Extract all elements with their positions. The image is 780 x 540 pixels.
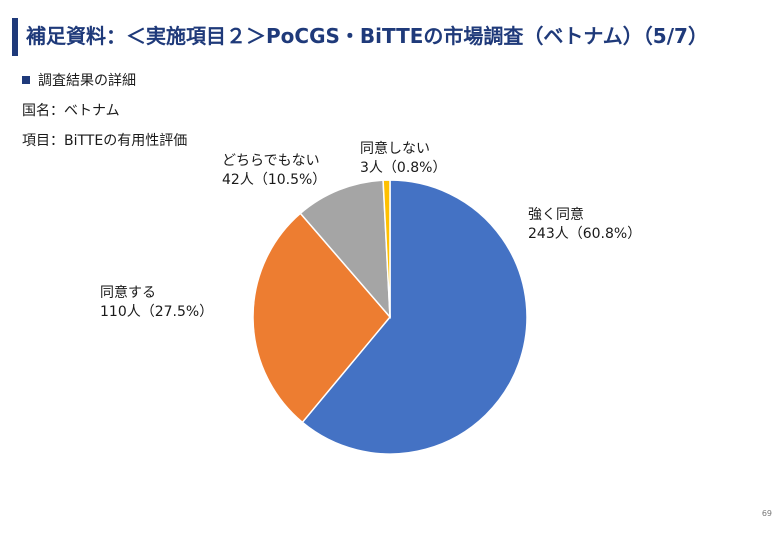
square-bullet-icon bbox=[22, 76, 30, 84]
section-heading-label: 調査結果の詳細 bbox=[38, 73, 136, 89]
slice-label-count: 3人（0.8%） bbox=[360, 160, 447, 176]
pie-slice-0 bbox=[301, 179, 528, 455]
slice-label-agree: 同意する 110人（27.5%） bbox=[100, 284, 213, 322]
slice-label-disagree: 同意しない 3人（0.8%） bbox=[360, 140, 446, 178]
pie-slice-1 bbox=[252, 212, 391, 424]
slice-label-count: 110人（27.5%） bbox=[100, 304, 214, 320]
item-label: 項目：BiTTEの有用性評価 bbox=[22, 133, 188, 149]
slice-label-name: どちらでもない bbox=[222, 153, 320, 169]
slice-label-count: 42人（10.5%） bbox=[222, 172, 327, 188]
title-accent-bar bbox=[12, 18, 18, 56]
slice-label-count: 243人（60.8%） bbox=[528, 226, 642, 242]
slice-label-name: 同意する bbox=[100, 285, 156, 301]
slice-label-strongly-agree: 強く同意 243人（60.8%） bbox=[528, 206, 641, 244]
pie-slice-3 bbox=[382, 179, 391, 318]
page-number: 69 bbox=[761, 509, 772, 518]
page-title: 補足資料：＜実施項目２＞PoCGS・BiTTEの市場調査（ベトナム）（5/7） bbox=[26, 24, 708, 48]
country-label: 国名：ベトナム bbox=[22, 103, 120, 119]
slice-label-neutral: どちらでもない 42人（10.5%） bbox=[222, 152, 326, 190]
slice-label-name: 強く同意 bbox=[528, 207, 584, 223]
section-heading: 調査結果の詳細 bbox=[22, 70, 136, 90]
pie-slice-2 bbox=[299, 179, 391, 320]
slice-label-name: 同意しない bbox=[360, 141, 430, 157]
